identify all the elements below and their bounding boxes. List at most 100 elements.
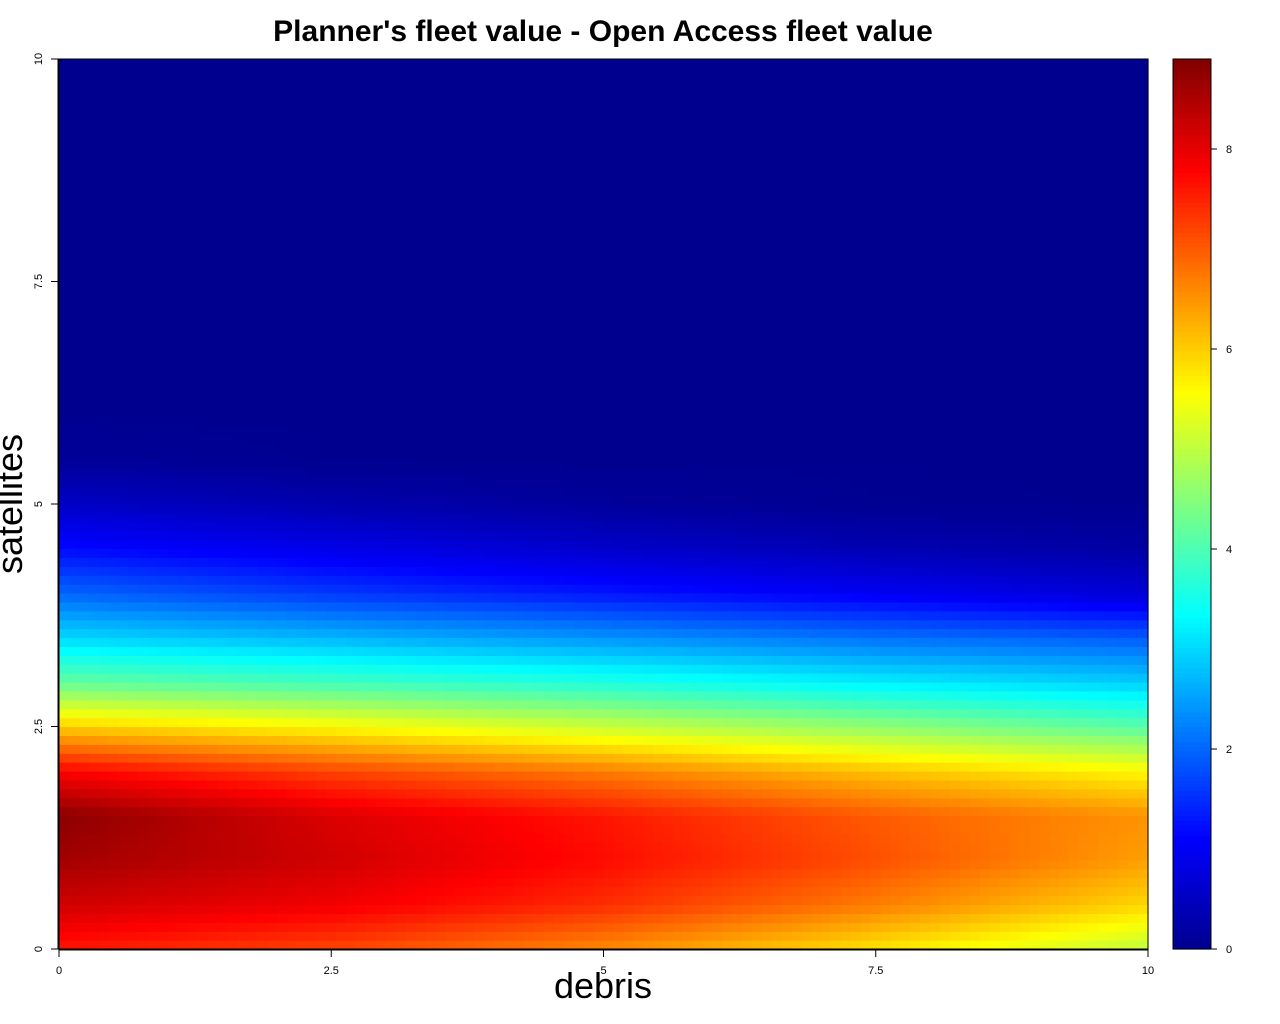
heatmap-cell — [1049, 699, 1060, 710]
heatmap-cell — [484, 735, 496, 745]
heatmap-cell — [940, 806, 951, 817]
heatmap-cell — [1039, 851, 1050, 861]
heatmap-cell — [128, 833, 139, 843]
heatmap-cell — [821, 904, 832, 914]
heatmap-cell — [1039, 682, 1050, 692]
heatmap-cell — [286, 717, 298, 728]
heatmap-cell — [435, 726, 446, 736]
heatmap-cell — [98, 860, 110, 870]
heatmap-cell — [257, 735, 268, 745]
heatmap-cell — [494, 753, 506, 763]
heatmap-cell — [860, 904, 872, 914]
heatmap-cell — [356, 610, 367, 621]
heatmap-cell — [1039, 940, 1050, 950]
heatmap-cell — [781, 566, 793, 576]
heatmap-cell — [672, 771, 684, 781]
heatmap-cell — [207, 913, 218, 923]
heatmap-cell — [969, 860, 981, 870]
heatmap-cell — [732, 575, 743, 585]
heatmap-cell — [425, 673, 436, 683]
heatmap-cell — [959, 548, 971, 558]
heatmap-cell — [732, 895, 743, 906]
heatmap-cell — [1029, 842, 1040, 852]
heatmap-cell — [742, 753, 753, 763]
heatmap-cell — [78, 735, 90, 745]
heatmap-cell — [1039, 699, 1050, 710]
heatmap-cell — [1039, 735, 1050, 745]
heatmap-cell — [1019, 673, 1030, 683]
heatmap-cell — [900, 699, 911, 710]
heatmap-cell — [1049, 753, 1060, 763]
heatmap-cell — [514, 548, 525, 558]
heatmap-cell — [187, 877, 199, 888]
heatmap-cell — [514, 824, 525, 834]
heatmap-cell — [167, 566, 179, 576]
heatmap-cell — [59, 833, 70, 843]
heatmap-cell — [940, 593, 951, 603]
heatmap-cell — [623, 708, 634, 719]
heatmap-cell — [1029, 851, 1040, 861]
heatmap-cell — [781, 655, 793, 665]
heatmap-cell — [296, 575, 308, 585]
heatmap-cell — [742, 548, 753, 558]
heatmap-cell — [1088, 690, 1100, 701]
heatmap-cell — [375, 717, 387, 728]
heatmap-cell — [405, 628, 416, 639]
heatmap-cell — [326, 762, 337, 772]
heatmap-cell — [593, 931, 605, 941]
heatmap-cell — [653, 806, 664, 817]
heatmap-cell — [1098, 931, 1109, 941]
heatmap-cell — [653, 593, 664, 603]
heatmap-cell — [989, 628, 1001, 639]
heatmap-cell — [197, 771, 209, 781]
heatmap-cell — [316, 619, 327, 630]
heatmap-cell — [979, 584, 991, 594]
heatmap-cell — [563, 753, 575, 763]
heatmap-cell — [158, 699, 169, 710]
heatmap-cell — [306, 557, 317, 567]
heatmap-cell — [326, 922, 337, 932]
heatmap-cell — [722, 904, 733, 914]
heatmap-cell — [494, 735, 506, 745]
heatmap-cell — [989, 682, 1001, 692]
heatmap-cell — [692, 940, 704, 950]
heatmap-cell — [613, 806, 624, 817]
heatmap-cell — [989, 851, 1001, 861]
heatmap-cell — [989, 717, 1001, 728]
heatmap-cell — [425, 904, 436, 914]
heatmap-cell — [445, 619, 456, 630]
heatmap-cell — [1138, 637, 1149, 647]
heatmap-cell — [563, 771, 575, 781]
heatmap-cell — [375, 886, 387, 897]
heatmap-cell — [158, 628, 169, 639]
heatmap-cell — [227, 806, 238, 817]
heatmap-cell — [88, 851, 100, 861]
heatmap-cell — [1029, 717, 1040, 728]
heatmap-cell — [999, 797, 1010, 808]
heatmap-cell — [1138, 726, 1149, 736]
heatmap-cell — [59, 575, 70, 585]
heatmap-cell — [791, 877, 803, 888]
heatmap-cell — [831, 682, 842, 692]
heatmap-cell — [197, 744, 209, 754]
heatmap-cell — [573, 779, 585, 790]
heatmap-cell — [1108, 833, 1119, 843]
heatmap-cell — [455, 877, 466, 888]
heatmap-cell — [207, 726, 218, 736]
heatmap-cell — [613, 824, 624, 834]
heatmap-cell — [88, 708, 100, 719]
heatmap-cell — [385, 824, 397, 834]
heatmap-cell — [811, 860, 822, 870]
heatmap-cell — [98, 646, 110, 656]
heatmap-cell — [732, 806, 743, 817]
heatmap-cell — [860, 833, 872, 843]
heatmap-cell — [603, 593, 614, 603]
heatmap-cell — [494, 575, 506, 585]
heatmap-cell — [217, 699, 228, 710]
heatmap-cell — [801, 575, 812, 585]
heatmap-cell — [316, 539, 327, 550]
heatmap-cell — [425, 771, 436, 781]
heatmap-cell — [633, 548, 644, 558]
heatmap-cell — [405, 619, 416, 630]
heatmap-cell — [732, 699, 743, 710]
